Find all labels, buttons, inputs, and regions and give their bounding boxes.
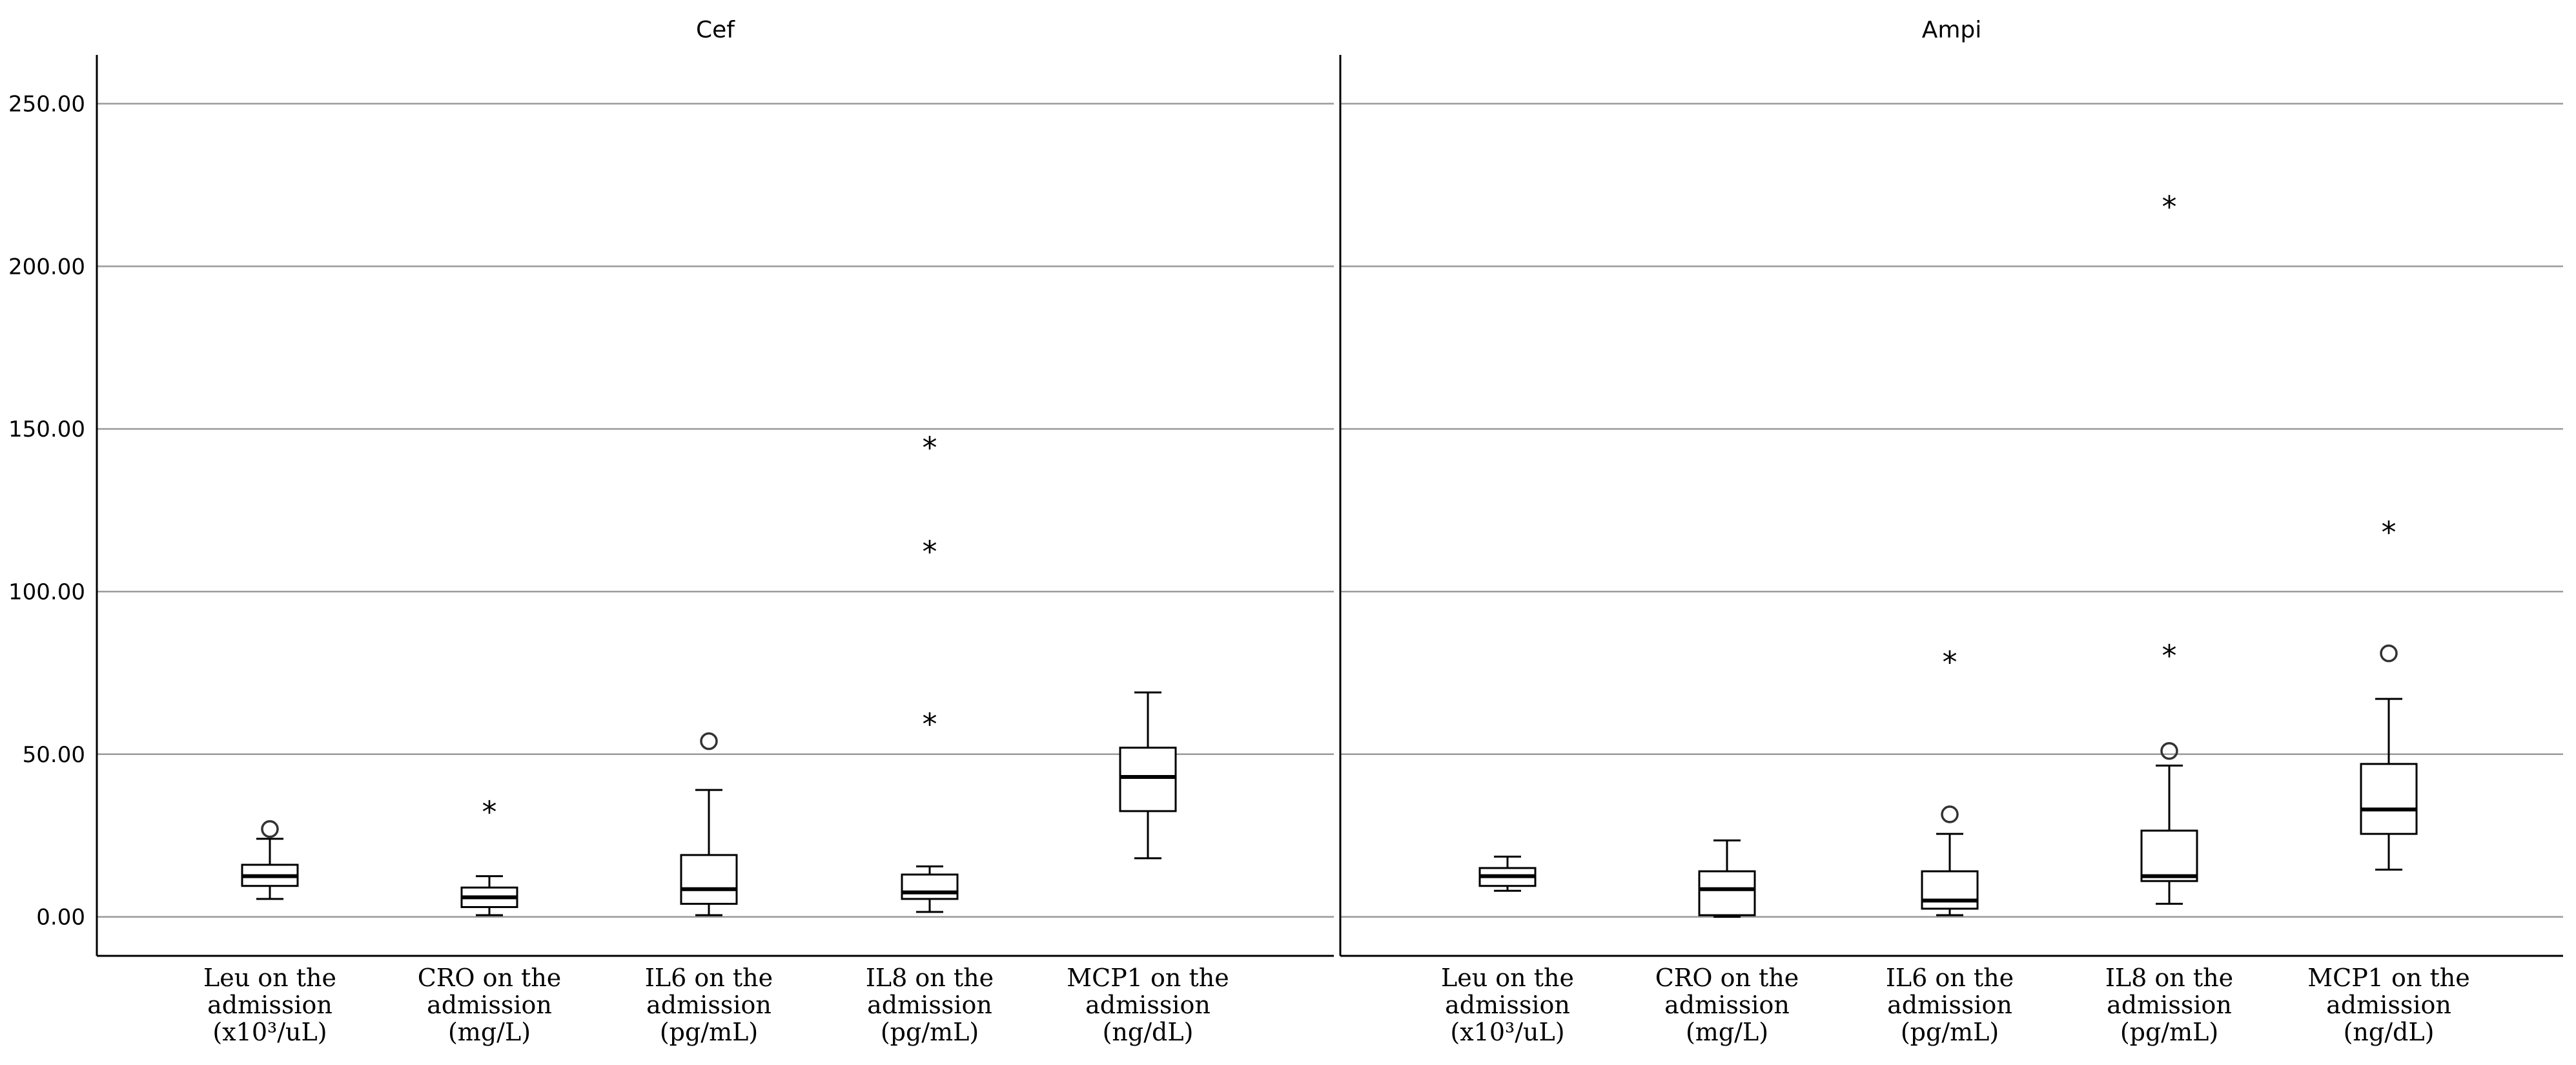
x-category-label-line: (mg/L) [1686,1018,1768,1046]
x-category-label-line: MCP1 on the [2307,964,2469,992]
outlier-circle [700,732,718,750]
x-category-label-line: CRO on the [1655,964,1799,992]
x-category-label-line: admission [1664,991,1790,1019]
box-5 [1119,691,1177,860]
x-category-label-line: Leu on the [203,964,336,992]
x-category-label-line: admission [207,991,332,1019]
box-5: * [2360,515,2418,871]
x-category-label-line: IL8 on the [2105,964,2233,992]
x-category-label-line: (x10³/uL) [1450,1018,1564,1046]
x-category-label-line: MCP1 on the [1067,964,1229,992]
x-category-label-line: admission [1445,991,1570,1019]
box-4: * * * [901,430,959,913]
outlier-star: * [482,794,497,829]
outlier-star: * [1943,645,1958,680]
x-category-label-line: (mg/L) [448,1018,531,1046]
x-category-label-line: (pg/mL) [660,1018,758,1046]
outlier-circle [2380,644,2398,663]
outlier-circle [1941,805,1959,823]
x-category-label-line: admission [2326,991,2451,1019]
x-category-label: CRO on the admission (mg/L) [1655,964,1799,1046]
iqr-box [901,873,959,900]
x-category-label-line: (ng/dL) [2344,1018,2435,1046]
outlier-star: * [923,707,937,741]
x-category-label-line: (pg/mL) [1901,1018,1999,1046]
x-category-label: MCP1 on the admission (ng/dL) [1067,964,1229,1046]
x-category-label: Leu on the admission (x10³/uL) [203,964,336,1046]
box-2: * [460,794,518,916]
x-category-label-line: IL8 on the [866,964,994,992]
panel-title: Ampi [1922,17,1982,43]
x-category-label-line: (pg/mL) [2120,1018,2218,1046]
iqr-box [1921,870,1979,910]
box-3 [680,732,738,916]
y-tick-label: 50.00 [23,742,85,768]
x-category-label-line: admission [1085,991,1211,1019]
box-2 [1698,839,1756,918]
x-category-label-line: IL6 on the [645,964,773,992]
outlier-circle [261,820,279,838]
x-category-label-line: IL6 on the [1886,964,2014,992]
x-category-label-line: admission [646,991,772,1019]
outlier-star: * [2382,515,2397,550]
outlier-star: * [2162,190,2177,225]
x-category-label-line: (ng/dL) [1103,1018,1194,1046]
x-category-label-line: admission [1887,991,2012,1019]
x-category-label-line: (pg/mL) [881,1018,979,1046]
x-category-label: Leu on the admission (x10³/uL) [1441,964,1574,1046]
x-category-label-line: admission [427,991,552,1019]
panel-title: Cef [696,17,735,43]
iqr-box [1119,747,1177,812]
y-tick-label: 0.00 [36,905,85,931]
box-3: * [1921,645,1979,916]
x-category-label: IL8 on the admission (pg/mL) [866,964,994,1046]
box-1 [241,820,299,900]
x-category-label: IL6 on the admission (pg/mL) [1886,964,2014,1046]
outlier-star: * [2162,639,2177,674]
box-1 [1478,855,1537,892]
outlier-star: * [923,534,937,569]
box-4: ** [2140,190,2198,905]
x-category-label-line: CRO on the [418,964,562,992]
y-tick-label: 150.00 [8,417,85,442]
panel-cef: Cef****Leu on the admission (x10³/uL)CRO o… [96,17,1334,1046]
x-category-label: CRO on the admission (mg/L) [418,964,562,1046]
iqr-box [2140,829,2198,882]
y-tick-label: 200.00 [8,254,85,280]
x-category-label-line: (x10³/uL) [212,1018,327,1046]
outlier-circle [2160,741,2178,760]
outlier-star: * [923,430,937,465]
x-category-label: IL6 on the admission (pg/mL) [645,964,773,1046]
y-tick-label: 250.00 [8,92,85,118]
x-category-label: MCP1 on the admission (ng/dL) [2307,964,2469,1046]
iqr-box [2360,763,2418,835]
x-category-label-line: admission [867,991,992,1019]
x-category-label-line: admission [2107,991,2232,1019]
y-tick-label: 100.00 [8,579,85,605]
x-category-label-line: Leu on the [1441,964,1574,992]
iqr-box [1698,870,1756,916]
x-category-label: IL8 on the admission (pg/mL) [2105,964,2233,1046]
panel-ampi: Ampi* ***Leu on the admission (x10³/uL)CRO … [1339,17,2563,1046]
iqr-box [680,854,738,905]
